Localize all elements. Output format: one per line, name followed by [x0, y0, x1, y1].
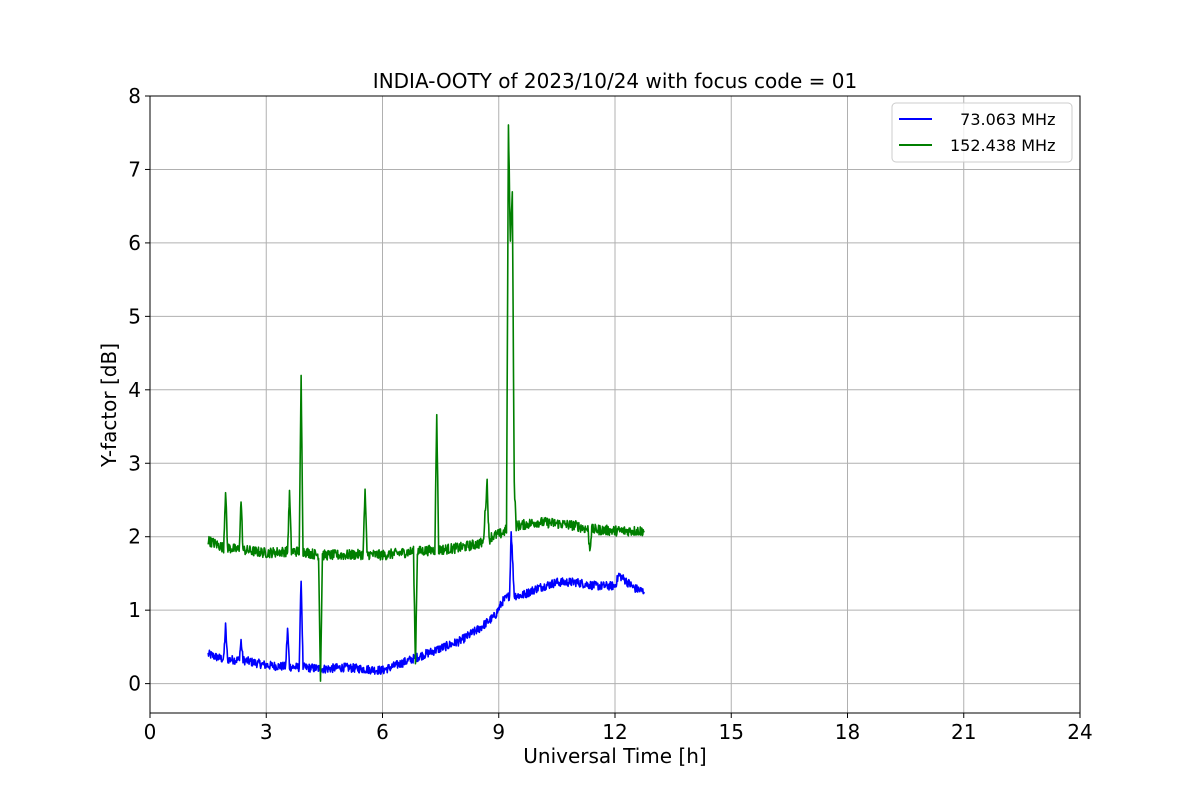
y-tick-label: 0: [128, 672, 141, 696]
x-axis-label: Universal Time [h]: [523, 744, 706, 768]
legend: 73.063 MHz 152.438 MHz: [891, 102, 1073, 163]
legend-label-1: 152.438 MHz: [950, 136, 1055, 155]
x-tick-label: 21: [951, 720, 976, 744]
chart-title: INDIA-OOTY of 2023/10/24 with focus code…: [373, 69, 857, 93]
x-tick-label: 12: [602, 720, 627, 744]
legend-label-0: 73.063 MHz: [950, 110, 1055, 129]
y-tick-label: 1: [128, 598, 141, 622]
grid: [149, 95, 1081, 713]
x-tick-label: 6: [376, 720, 389, 744]
x-tick-label: 18: [835, 720, 860, 744]
y-axis-label: Y-factor [dB]: [97, 343, 121, 468]
y-tick-label: 6: [128, 231, 141, 255]
x-tick-label: 3: [260, 720, 273, 744]
x-tick-label: 9: [492, 720, 505, 744]
series-line-0: [207, 530, 645, 675]
series-lines: [207, 124, 645, 682]
y-tick-label: 8: [128, 84, 141, 108]
x-tick-label: 0: [144, 720, 157, 744]
legend-box: [891, 102, 1073, 163]
x-tick-label: 24: [1067, 720, 1092, 744]
y-tick-label: 3: [128, 451, 141, 475]
y-tick-label: 2: [128, 525, 141, 549]
x-tick-label: 15: [719, 720, 744, 744]
y-tick-label: 4: [128, 378, 141, 402]
y-tick-label: 7: [128, 157, 141, 181]
y-tick-label: 5: [128, 304, 141, 328]
series-line-1: [207, 124, 645, 682]
